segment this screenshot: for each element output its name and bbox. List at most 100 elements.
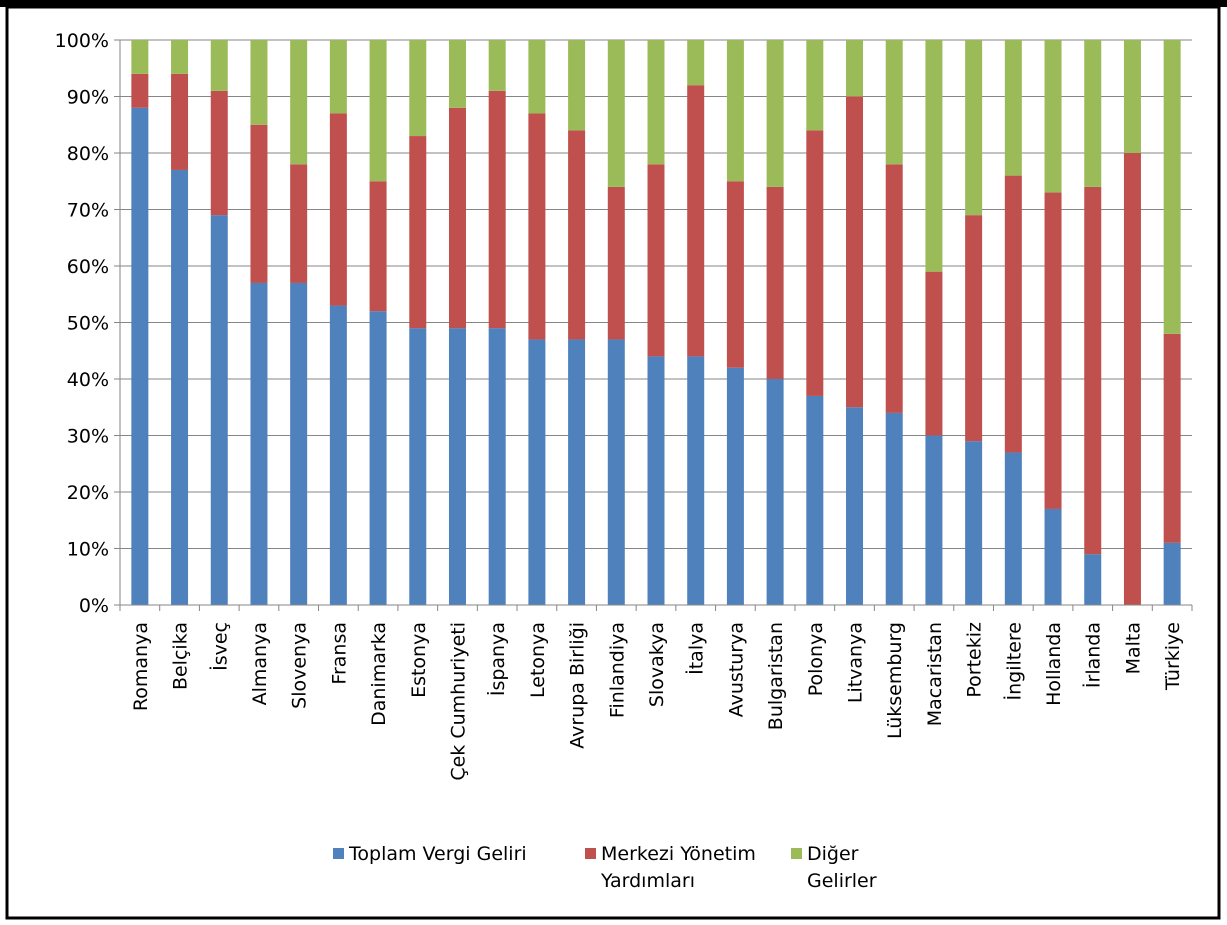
legend-label: Diğer (807, 843, 859, 865)
bar-segment-vergi (766, 379, 784, 605)
x-category-label: Türkiye (1162, 622, 1184, 691)
bar-segment-merkezi (1123, 153, 1141, 605)
x-category-label: Macaristan (924, 622, 946, 726)
bar-segment-merkezi (250, 124, 268, 283)
x-category-label: Almanya (249, 622, 271, 705)
x-category-label: Fransa (328, 622, 350, 685)
bar-segment-diger (687, 40, 705, 86)
bar-segment-diger (1084, 40, 1102, 187)
bar-segment-vergi (687, 356, 705, 605)
bar-segment-diger (1123, 40, 1141, 153)
y-tick-label: 20% (67, 482, 109, 504)
bar-segment-diger (409, 40, 427, 137)
y-tick-label: 90% (67, 87, 109, 109)
x-category-label: Finlandiya (606, 622, 628, 718)
bar-segment-vergi (210, 215, 228, 605)
bar-segment-vergi (1084, 554, 1102, 605)
bar-segment-merkezi (488, 90, 506, 329)
bar-segment-vergi (965, 441, 983, 605)
bar-segment-merkezi (965, 215, 983, 442)
bar-segment-merkezi (647, 164, 665, 357)
y-tick-label: 30% (67, 426, 109, 448)
bars (131, 40, 1181, 606)
bar-segment-merkezi (131, 73, 149, 108)
bar-segment-vergi (131, 107, 149, 606)
x-category-label: İspanya (486, 622, 509, 696)
bar-segment-vergi (806, 395, 824, 605)
bar-segment-merkezi (885, 164, 903, 413)
x-category-label: Estonya (408, 622, 430, 698)
x-category-label: İngiltere (1002, 622, 1025, 701)
x-category-label: Portekiz (964, 622, 986, 698)
x-category-label: Lüksemburg (884, 622, 906, 739)
legend-label: Merkezi Yönetim (601, 843, 756, 865)
bar-segment-diger (488, 40, 506, 91)
bar-segment-vergi (409, 328, 427, 605)
bar-segment-vergi (925, 435, 943, 605)
bar-segment-diger (448, 40, 466, 108)
bar-segment-diger (726, 40, 744, 182)
bar-segment-merkezi (409, 136, 427, 329)
bar-segment-merkezi (290, 164, 308, 283)
bar-segment-diger (1004, 40, 1022, 176)
bar-segment-diger (1044, 40, 1062, 193)
legend-swatch (333, 848, 344, 859)
bar-segment-diger (250, 40, 268, 125)
x-category-label: Hollanda (1043, 622, 1065, 706)
bar-segment-vergi (647, 356, 665, 605)
x-category-label: Belçika (170, 622, 192, 690)
bar-segment-merkezi (925, 271, 943, 436)
top-strip (0, 0, 1227, 7)
bar-segment-merkezi (528, 113, 546, 340)
x-category-label: Avusturya (725, 622, 747, 717)
bar-segment-merkezi (687, 85, 705, 357)
bar-segment-vergi (607, 339, 625, 605)
bar-segment-diger (290, 40, 308, 165)
y-tick-label: 80% (67, 143, 109, 165)
legend-swatch (585, 848, 596, 859)
bar-segment-diger (171, 40, 189, 74)
bar-segment-merkezi (806, 130, 824, 396)
bar-segment-vergi (329, 305, 347, 605)
bar-segment-merkezi (171, 73, 189, 170)
bar-segment-diger (647, 40, 665, 165)
x-category-label: Malta (1122, 622, 1144, 674)
bar-segment-vergi (885, 412, 903, 605)
x-category-label: İsveç (208, 622, 231, 671)
bar-segment-vergi (1163, 542, 1181, 605)
bar-segment-diger (568, 40, 586, 131)
legend-label: Toplam Vergi Geliri (348, 843, 527, 865)
bar-segment-vergi (846, 407, 864, 605)
bar-segment-diger (369, 40, 387, 182)
legend-label: Yardımları (600, 870, 695, 892)
bar-segment-diger (885, 40, 903, 165)
bar-segment-merkezi (210, 90, 228, 216)
y-tick-label: 10% (67, 539, 109, 561)
bar-segment-diger (806, 40, 824, 131)
bar-segment-merkezi (726, 181, 744, 368)
x-category-label: Çek Cumhuriyeti (447, 622, 469, 781)
x-category-label: Bulgaristan (765, 622, 787, 730)
legend: Toplam Vergi Geliri Merkezi Yönetim Yardım… (333, 843, 877, 892)
bar-segment-merkezi (607, 186, 625, 340)
y-tick-label: 60% (67, 256, 109, 278)
bar-segment-vergi (726, 367, 744, 605)
bar-segment-diger (1163, 40, 1181, 334)
bar-segment-merkezi (369, 181, 387, 312)
bar-segment-merkezi (1084, 186, 1102, 555)
y-axis-ticks: 0% 10% 20% 30% 40% 50% 60% 70% 80% 90% 100% (55, 30, 120, 617)
x-category-label: Slovenya (289, 622, 311, 709)
bar-segment-vergi (1004, 452, 1022, 605)
bar-segment-merkezi (766, 186, 784, 379)
x-category-label: Litvanya (845, 622, 867, 703)
bar-segment-vergi (171, 169, 189, 605)
bar-segment-diger (846, 40, 864, 97)
x-axis-labels: Romanya Belçika İsveç Almanya Slovenya Fransa… (130, 622, 1184, 781)
bar-segment-diger (131, 40, 149, 74)
y-tick-label: 0% (79, 595, 109, 617)
bar-segment-vergi (250, 282, 268, 605)
legend-label: Gelirler (807, 870, 877, 892)
bar-segment-merkezi (329, 113, 347, 306)
